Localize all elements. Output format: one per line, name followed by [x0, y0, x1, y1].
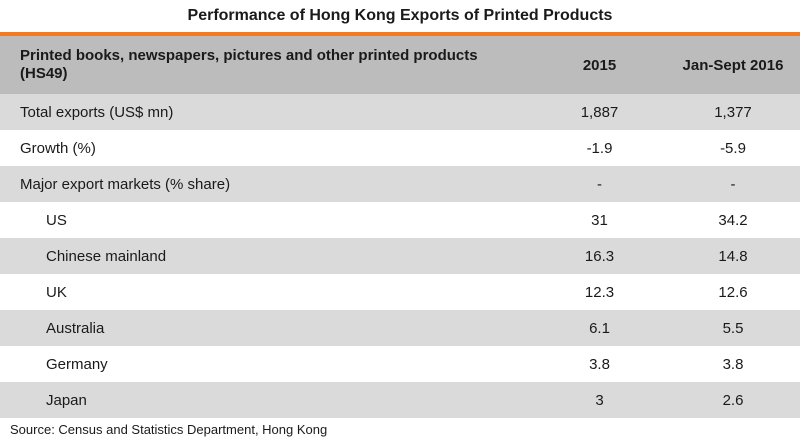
row-label: Germany: [46, 355, 108, 373]
value-2016: -5.9: [720, 139, 746, 157]
value-2015: 1,887: [533, 94, 666, 130]
table-row: UK 12.3 12.6: [0, 274, 800, 310]
source-note: Source: Census and Statistics Department…: [10, 422, 328, 437]
value-2015: 12.3: [584, 283, 615, 301]
value-2015: 6.1: [533, 310, 666, 346]
header-row: Printed books, newspapers, pictures and …: [0, 36, 800, 94]
value-2015: 3: [533, 382, 666, 418]
table-row: Major export markets (% share) - -: [0, 166, 800, 202]
table-row: Total exports (US$ mn) 1,887 1,377: [0, 94, 800, 130]
value-2016: -: [666, 166, 800, 202]
value-2016: 3.8: [722, 355, 744, 373]
table-row: Australia 6.1 5.5: [0, 310, 800, 346]
table-row: Growth (%) -1.9 -5.9: [0, 130, 800, 166]
value-2016: 14.8: [666, 238, 800, 274]
table-row: Chinese mainland 16.3 14.8: [0, 238, 800, 274]
table-title: Performance of Hong Kong Exports of Prin…: [187, 7, 613, 24]
value-2016: 2.6: [666, 382, 800, 418]
value-2016: 5.5: [666, 310, 800, 346]
table-body: Total exports (US$ mn) 1,887 1,377 Growth (…: [0, 94, 800, 418]
row-label: Japan: [0, 382, 533, 418]
value-2015: 16.3: [533, 238, 666, 274]
value-2016: 12.6: [718, 283, 748, 301]
row-label: US: [46, 211, 67, 229]
header-2015: 2015: [533, 36, 666, 94]
table-row: Japan 3 2.6: [0, 382, 800, 418]
title-accent-rule: [0, 32, 800, 36]
row-label: Chinese mainland: [0, 238, 533, 274]
value-2015: -: [533, 166, 666, 202]
header-2016: Jan-Sept 2016: [666, 36, 800, 94]
header-product: Printed books, newspapers, pictures and …: [0, 36, 533, 94]
exports-table: Printed books, newspapers, pictures and …: [0, 36, 800, 418]
row-label: UK: [46, 283, 67, 301]
value-2016: 1,377: [666, 94, 800, 130]
row-label: Growth (%): [20, 139, 96, 157]
table-row: US 31 34.2: [0, 202, 800, 238]
value-2015: 3.8: [589, 355, 610, 373]
table-row: Germany 3.8 3.8: [0, 346, 800, 382]
row-label: Total exports (US$ mn): [0, 94, 533, 130]
row-label: Australia: [0, 310, 533, 346]
value-2015: 31: [591, 211, 608, 229]
value-2016: 34.2: [718, 211, 748, 229]
value-2015: -1.9: [586, 139, 613, 157]
row-label: Major export markets (% share): [0, 166, 533, 202]
